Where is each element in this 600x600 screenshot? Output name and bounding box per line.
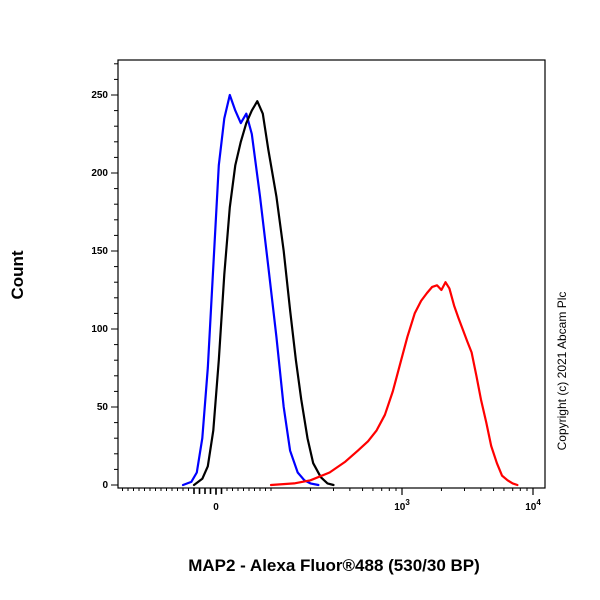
y-axis-label: Count [4, 240, 32, 310]
y-tick-label: 100 [91, 324, 108, 335]
x-tick-label: 104 [525, 498, 541, 513]
y-tick-label: 200 [91, 168, 108, 179]
x-axis: 0 103 104 [122, 488, 541, 513]
copyright-notice: Copyright (c) 2021 Abcam Plc [542, 248, 582, 494]
y-tick-label: 250 [91, 90, 108, 101]
series-line-3 [269, 281, 519, 487]
y-axis-label-text: Count [8, 250, 27, 300]
series-line-1 [181, 93, 320, 487]
x-tick-label: 103 [394, 498, 410, 513]
copyright-text: Copyright (c) 2021 Abcam Plc [555, 291, 569, 451]
y-tick-label: 150 [91, 246, 108, 257]
y-tick-label: 50 [97, 402, 109, 413]
x-tick-label: 0 [213, 502, 219, 513]
series-line-2 [192, 100, 335, 487]
y-axis: 0 50 100 150 200 250 [91, 63, 118, 491]
x-axis-label: MAP2 - Alexa Fluor®488 (530/30 BP) [188, 556, 480, 575]
series-layer [181, 93, 519, 487]
y-tick-label: 0 [102, 480, 108, 491]
plot-frame [117, 59, 546, 489]
